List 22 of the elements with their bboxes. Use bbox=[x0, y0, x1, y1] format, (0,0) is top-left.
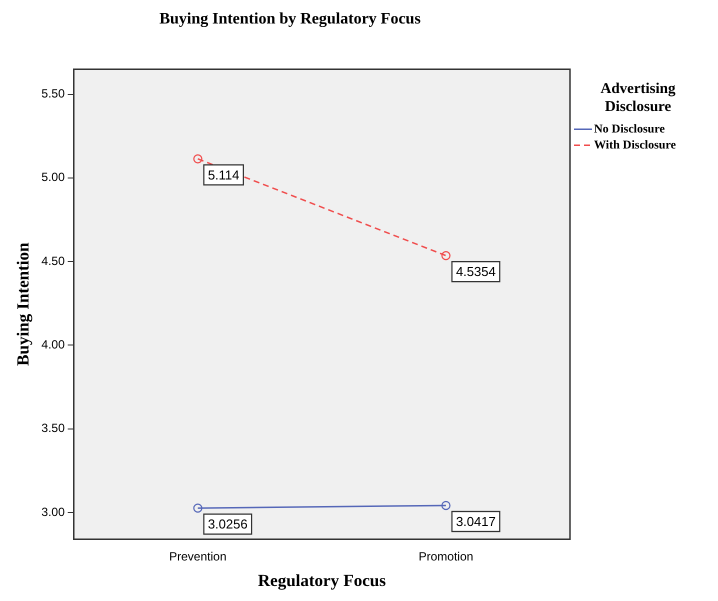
y-axis-title: Buying Intention bbox=[14, 242, 33, 366]
x-tick-label: Prevention bbox=[169, 550, 227, 564]
y-tick-label: 4.00 bbox=[41, 337, 66, 352]
y-tick-label: 4.50 bbox=[41, 254, 66, 268]
y-tick-label: 5.00 bbox=[41, 170, 66, 184]
data-label: 5.114 bbox=[208, 167, 240, 182]
point bbox=[441, 251, 451, 260]
x-tick-label: Promotion bbox=[418, 550, 474, 564]
point bbox=[193, 504, 202, 513]
point bbox=[193, 154, 202, 164]
legend-title: Advertising Disclosure bbox=[600, 81, 676, 116]
x-axis-title: Regulatory Focus bbox=[258, 571, 386, 590]
legend-label: With Disclosure bbox=[594, 137, 677, 152]
legend-label: No Disclosure bbox=[594, 121, 666, 136]
point bbox=[441, 500, 451, 510]
y-tick-label: 5.50 bbox=[41, 86, 66, 101]
y-tick-label: 3.50 bbox=[41, 421, 66, 436]
data-label: 3.0256 bbox=[208, 516, 248, 532]
data-label: 4.5354 bbox=[456, 264, 496, 280]
chart-title: Buying Intention by Regulatory Focus bbox=[159, 10, 421, 28]
data-label: 3.0417 bbox=[456, 514, 496, 530]
y-tick-label: 3.00 bbox=[41, 504, 66, 519]
